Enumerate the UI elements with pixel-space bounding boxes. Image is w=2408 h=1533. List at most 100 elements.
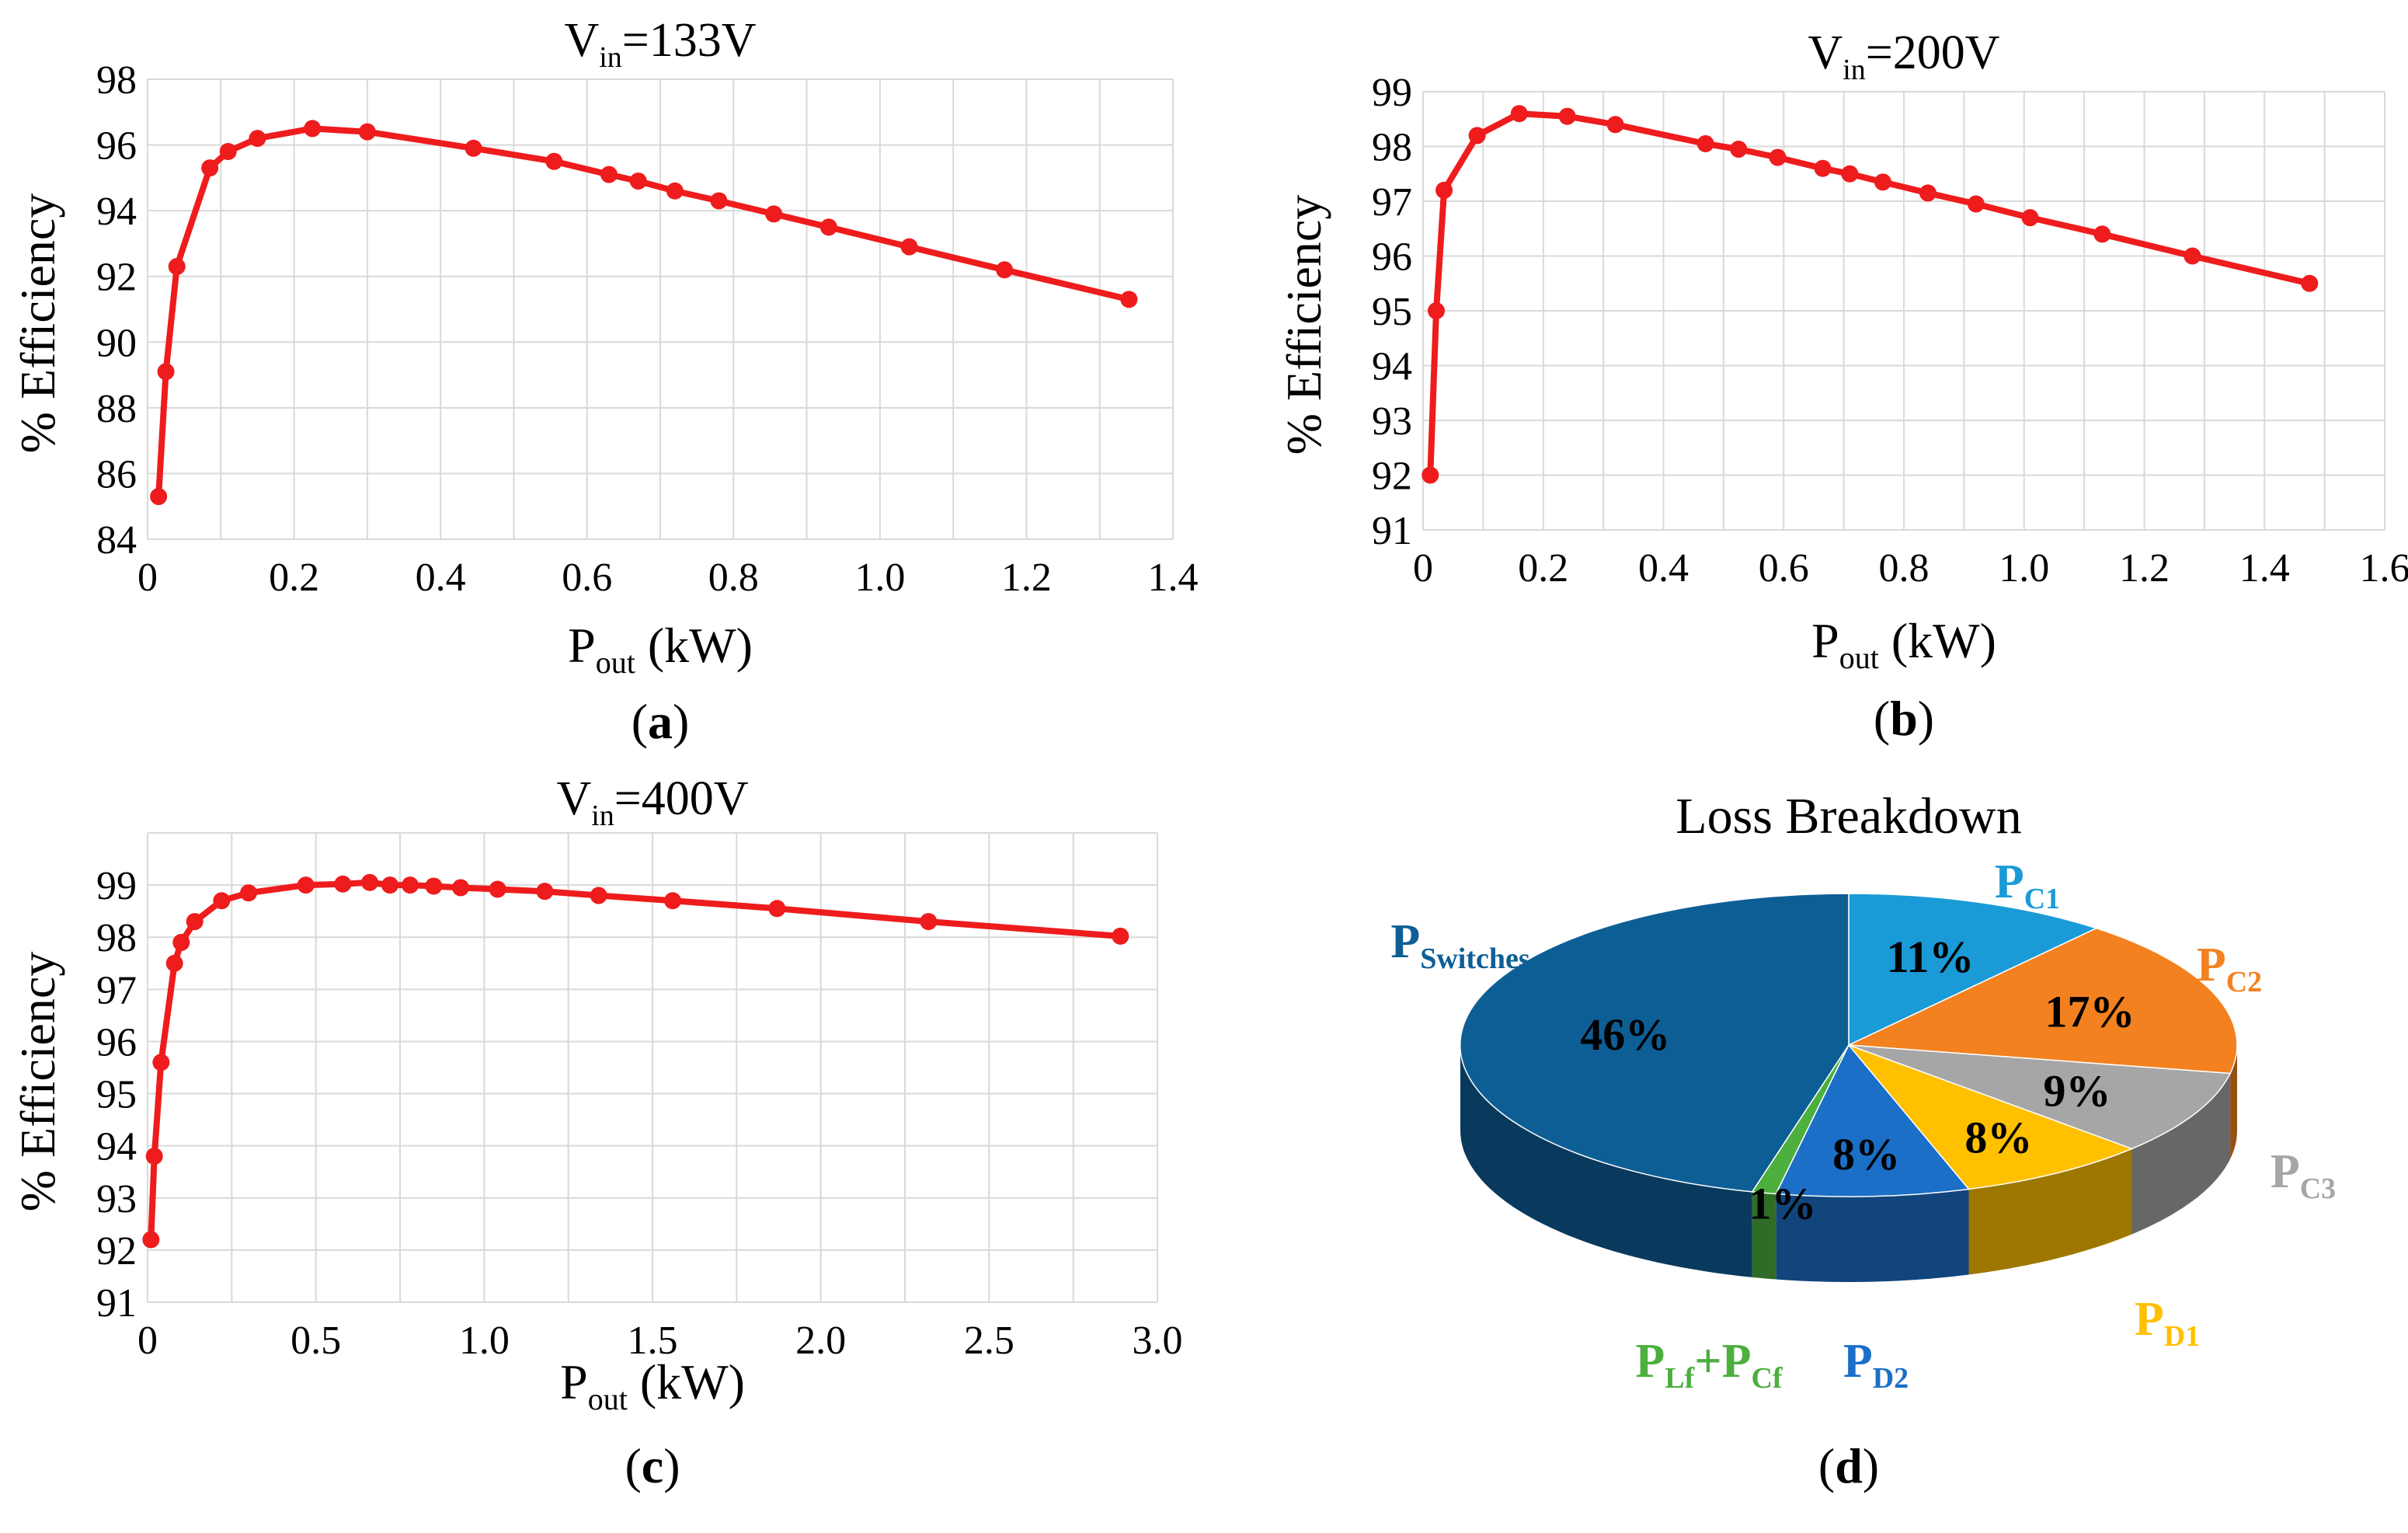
data-point <box>240 884 257 901</box>
data-point <box>158 363 175 380</box>
data-point <box>359 124 376 141</box>
x-tick-label: 1.2 <box>2119 546 2170 591</box>
series-line <box>151 883 1120 1240</box>
x-tick-label: 1.2 <box>1001 556 1052 600</box>
data-point <box>1511 105 1528 122</box>
pie-percent-label: 17% <box>2044 986 2135 1037</box>
y-tick-label: 97 <box>1372 180 1412 225</box>
chart-title: Vin=200V <box>1808 26 1999 86</box>
data-point <box>920 913 937 930</box>
data-point <box>1769 149 1787 166</box>
data-point <box>1919 184 1936 201</box>
x-axis-label: Pout (kW) <box>1811 613 1996 675</box>
x-tick-label: 1.0 <box>459 1319 510 1363</box>
data-point <box>1559 108 1576 125</box>
pie-slice-name: PD1 <box>2135 1293 2200 1353</box>
data-point <box>465 140 482 157</box>
y-tick-label: 95 <box>96 1073 137 1117</box>
x-axis-label: Pout (kW) <box>568 618 753 680</box>
x-tick-label: 0.2 <box>1518 546 1568 591</box>
x-tick-label: 0.8 <box>708 556 759 600</box>
y-tick-label: 86 <box>96 452 137 496</box>
data-point <box>2301 275 2318 292</box>
x-tick-label: 1.4 <box>1148 556 1199 600</box>
data-point <box>666 183 684 200</box>
data-point <box>169 258 186 275</box>
pie-slice-name: PLf+PCf <box>1635 1335 1783 1395</box>
x-tick-label: 0 <box>137 1319 158 1363</box>
x-tick-label: 1.0 <box>1999 546 2049 591</box>
data-point <box>361 874 378 891</box>
data-point <box>2021 209 2038 226</box>
data-point <box>150 488 167 505</box>
x-tick-label: 0.5 <box>291 1319 341 1363</box>
y-tick-label: 95 <box>1372 290 1412 334</box>
data-point <box>334 876 351 893</box>
data-point <box>402 876 419 894</box>
y-tick-label: 84 <box>96 518 137 563</box>
x-tick-label: 2.5 <box>964 1319 1014 1363</box>
chart-title: Vin=400V <box>556 772 748 832</box>
y-axis-label: % Efficiency <box>1276 195 1331 455</box>
y-tick-label: 99 <box>1372 71 1412 115</box>
pie-slice-name: PSwitches <box>1390 915 1529 975</box>
data-point <box>201 159 218 176</box>
panel-label: (c) <box>625 1438 680 1493</box>
data-point <box>600 166 618 183</box>
y-tick-label: 96 <box>1372 235 1412 280</box>
y-axis-label: % Efficiency <box>10 952 65 1212</box>
panel-label: (b) <box>1874 691 1934 746</box>
data-point <box>768 900 785 917</box>
data-point <box>1435 182 1453 199</box>
data-point <box>146 1148 163 1165</box>
y-tick-label: 92 <box>96 1229 137 1273</box>
x-tick-label: 0.4 <box>416 556 466 600</box>
pie-percent-label: 11% <box>1887 932 1975 982</box>
data-point <box>1968 196 1985 213</box>
panel-label: (d) <box>1818 1438 1879 1493</box>
x-tick-label: 0.2 <box>269 556 319 600</box>
data-point <box>2184 248 2201 265</box>
y-tick-label: 92 <box>1372 455 1412 499</box>
data-point <box>186 913 204 930</box>
pie-slice-name: PC2 <box>2197 939 2262 998</box>
data-point <box>1120 291 1137 308</box>
y-tick-label: 92 <box>96 256 137 300</box>
x-tick-label: 0 <box>137 556 158 600</box>
x-tick-label: 1.4 <box>2239 546 2290 591</box>
y-tick-label: 98 <box>1372 126 1412 170</box>
data-point <box>166 955 183 972</box>
x-tick-label: 0.4 <box>1638 546 1689 591</box>
pie-percent-label: 9% <box>2044 1065 2111 1116</box>
y-tick-label: 88 <box>96 387 137 431</box>
y-tick-label: 98 <box>96 916 137 960</box>
pie-chart: Loss Breakdown11%17%9%8%8%1%46%PC1PC2PC3… <box>1390 788 2336 1493</box>
data-point <box>220 143 237 160</box>
y-tick-label: 93 <box>96 1177 137 1221</box>
data-point <box>590 887 607 904</box>
data-point <box>152 1054 169 1071</box>
data-point <box>1428 302 1445 319</box>
data-point <box>820 218 837 235</box>
x-tick-label: 0.8 <box>1879 546 1930 591</box>
y-tick-label: 90 <box>96 321 137 365</box>
data-point <box>142 1231 159 1248</box>
data-point <box>536 883 553 900</box>
data-point <box>1697 135 1714 152</box>
pie-slice-name: PD2 <box>1843 1335 1909 1395</box>
y-tick-label: 94 <box>96 190 137 234</box>
pie-percent-label: 46% <box>1580 1009 1670 1060</box>
data-point <box>1469 127 1486 144</box>
y-tick-label: 94 <box>96 1125 137 1169</box>
data-point <box>630 172 647 190</box>
data-point <box>172 934 190 951</box>
data-point <box>1841 165 1858 183</box>
pie-percent-label: 8% <box>1832 1129 1900 1179</box>
data-point <box>2093 225 2110 242</box>
data-point <box>1874 173 1891 190</box>
chart-title: Vin=133V <box>564 14 756 74</box>
pie-title: Loss Breakdown <box>1676 788 2021 845</box>
